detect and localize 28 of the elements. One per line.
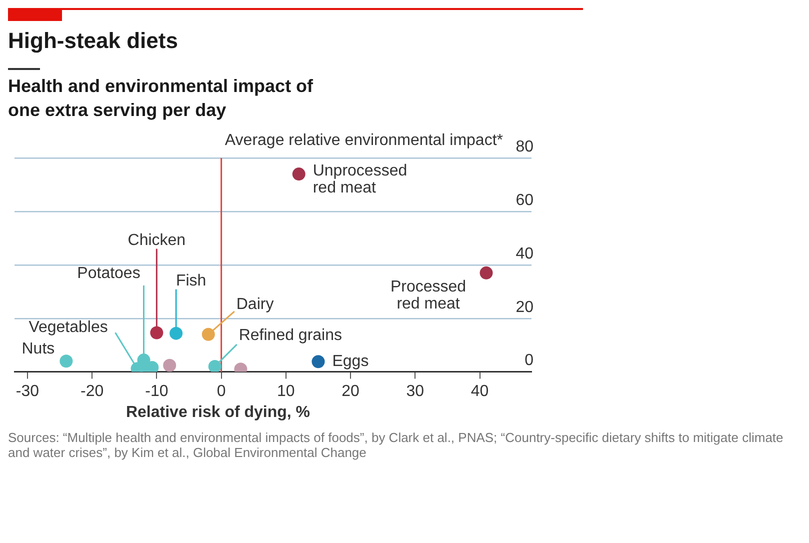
x-tick-label: 40 [470, 382, 489, 400]
series-label: Dairy [236, 296, 274, 313]
y-tick-label: 0 [524, 352, 534, 370]
series-label: Nuts [22, 340, 55, 358]
source-note: Sources: “Multiple health and environmental impacts of foods”, by Clark et al., PNAS; “Country-specific dietary shifts to mitigate climate and water crises”, by Kim et al., Global Environmental Change [8, 430, 784, 460]
y-tick-label: 60 [516, 192, 534, 209]
x-tick-label: 30 [406, 382, 424, 400]
chart-title: High-steak diets [8, 27, 179, 54]
x-tick-label: -10 [145, 382, 168, 400]
x-tick-label: 0 [216, 382, 226, 400]
text: Chicken [128, 232, 186, 250]
text: Potatoes [77, 264, 140, 282]
y-axis-title: Average relative environmental impact* [224, 132, 503, 150]
y-tick-label: 20 [516, 298, 534, 316]
x-tick-label: 10 [277, 382, 295, 400]
series-label: Refined grains [238, 326, 342, 344]
text: Vegetables [28, 319, 108, 336]
chart-subtitle: Health and environmental impact of one extra serving per day [8, 75, 314, 122]
x-tick-label: 20 [342, 382, 360, 400]
x-tick-label: -30 [16, 382, 40, 400]
series-label: Processed red meat [390, 278, 466, 312]
y-tick-label: 40 [516, 245, 534, 262]
text: Fish [176, 272, 206, 290]
x-tick-label: -20 [80, 382, 104, 400]
series-label: Unprocessed red meat [312, 162, 408, 196]
series-label: Eggs [332, 353, 369, 370]
x-axis-title: Relative risk of dying, % [124, 404, 312, 422]
y-tick-label: 80 [516, 138, 534, 156]
